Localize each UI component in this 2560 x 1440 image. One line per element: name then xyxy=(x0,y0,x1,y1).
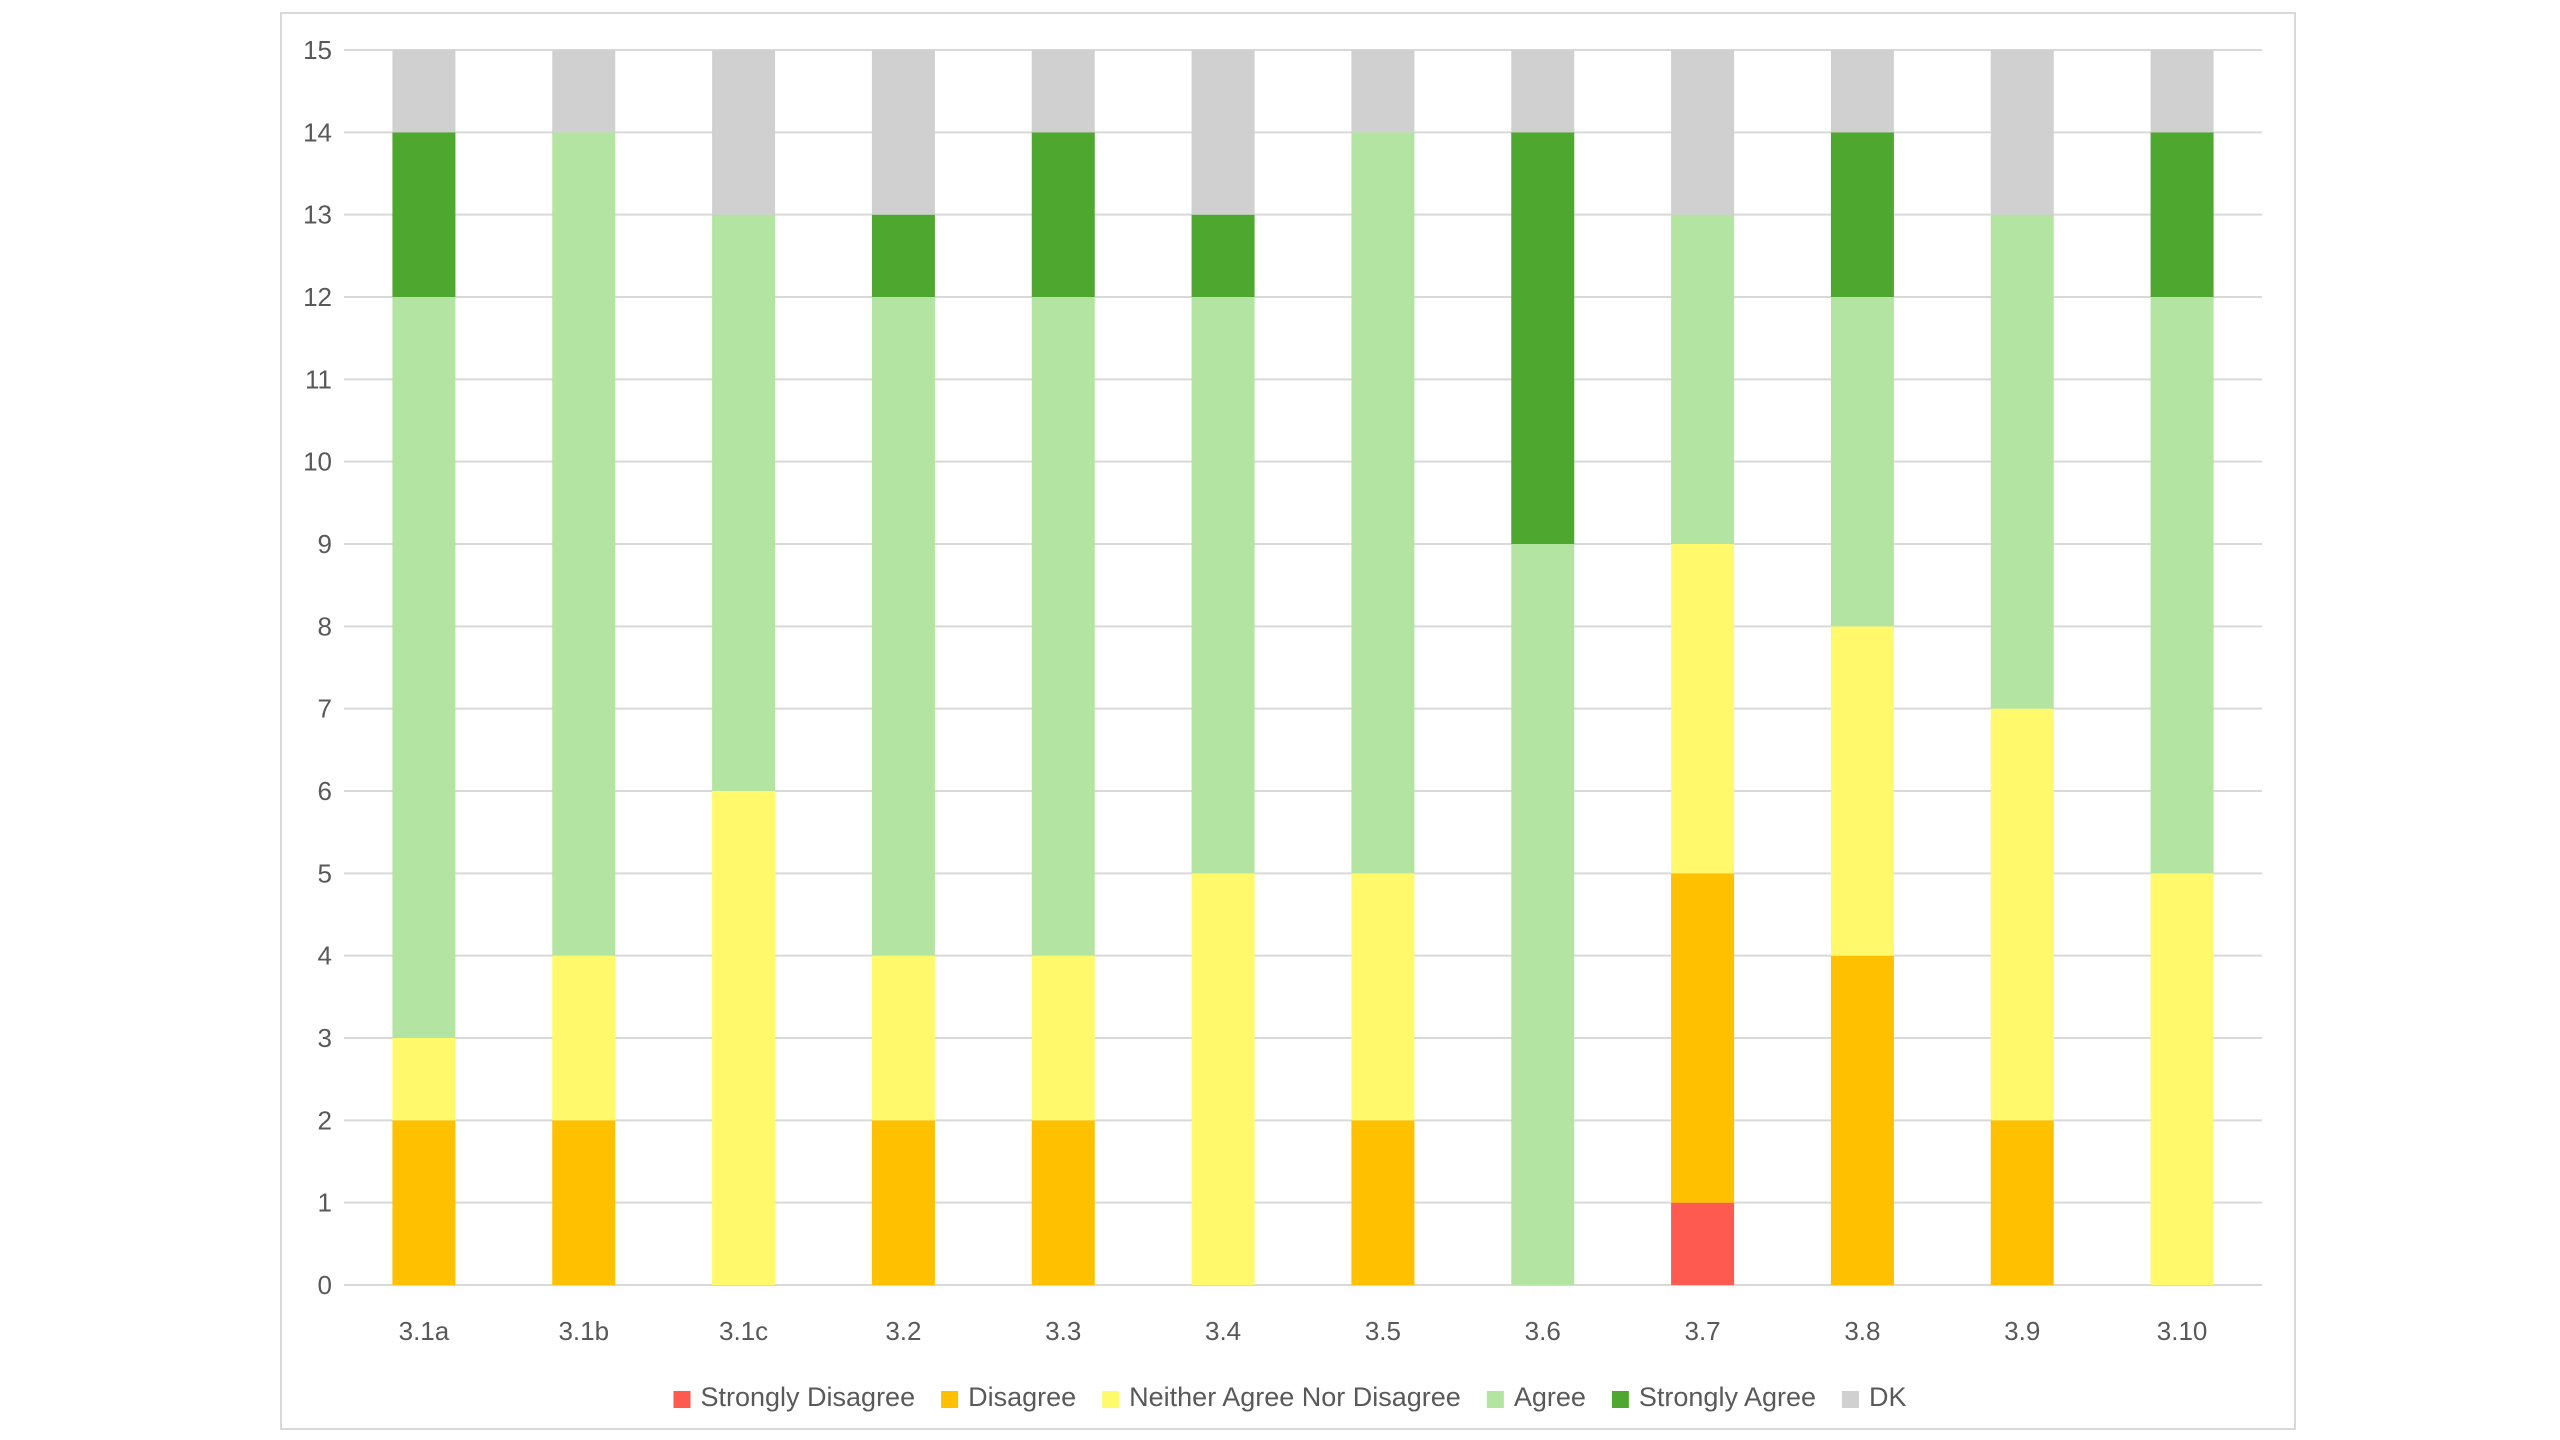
bar-segment-agree-3-7 xyxy=(1671,214,1735,544)
legend-swatch-disagree xyxy=(941,1391,959,1408)
bar-segment-strongly-agree-3-3 xyxy=(1031,132,1095,297)
legend: Strongly Disagree Disagree Neither Agree N… xyxy=(673,1382,1907,1412)
bar-segment-strongly-agree-3-2 xyxy=(871,214,935,297)
y-tick-label: 10 xyxy=(303,447,332,477)
bar-segment-agree-3-10 xyxy=(2150,297,2214,874)
bar-segment-neither-agree-nor-disagree-3-1a xyxy=(392,1038,456,1121)
bar-segment-neither-agree-nor-disagree-3-4 xyxy=(1191,873,1255,1285)
bar-segment-dk-3-9 xyxy=(1990,50,2054,215)
bar-segment-strongly-agree-3-8 xyxy=(1830,132,1894,297)
bar-segment-dk-3-10 xyxy=(2150,50,2214,133)
bar-segment-agree-3-1c xyxy=(712,214,776,791)
bar-segment-agree-3-5 xyxy=(1351,132,1415,874)
bar-segment-strongly-agree-3-4 xyxy=(1191,214,1255,297)
y-tick-label: 12 xyxy=(303,282,332,312)
bar-segment-neither-agree-nor-disagree-3-1b xyxy=(552,955,616,1121)
bar-segment-agree-3-1a xyxy=(392,297,456,1038)
bar-segment-dk-3-5 xyxy=(1351,50,1415,133)
chart-area: 0 1 2 3 4 5 6 7 8 9 10 11 12 13 14 15 3.1a 3.1b 3.1c 3.2 3.… xyxy=(280,12,2296,1430)
bar-segment-neither-agree-nor-disagree-3-2 xyxy=(871,955,935,1121)
x-tick-label: 3.8 xyxy=(1844,1316,1880,1346)
legend-swatch-strongly-disagree xyxy=(673,1391,691,1408)
y-tick-label: 9 xyxy=(318,529,332,559)
bar-segment-dk-3-2 xyxy=(871,50,935,215)
x-tick-label: 3.1b xyxy=(558,1316,609,1346)
bar-segment-dk-3-6 xyxy=(1511,50,1575,133)
bar-segment-disagree-3-9 xyxy=(1990,1120,2054,1285)
bar-segment-neither-agree-nor-disagree-3-8 xyxy=(1830,626,1894,956)
bar-segment-neither-agree-nor-disagree-3-9 xyxy=(1990,708,2054,1121)
bar-segment-agree-3-4 xyxy=(1191,297,1255,874)
bar-segment-strongly-agree-3-1a xyxy=(392,132,456,297)
legend-label: Neither Agree Nor Disagree xyxy=(1129,1382,1461,1412)
y-tick-label: 13 xyxy=(303,200,332,230)
y-tick-label: 14 xyxy=(303,117,332,147)
bar-segment-dk-3-7 xyxy=(1671,50,1735,215)
bar-segment-neither-agree-nor-disagree-3-1c xyxy=(712,791,776,1285)
y-tick-label: 7 xyxy=(318,694,332,724)
bar-segment-agree-3-2 xyxy=(871,297,935,956)
bar-segment-neither-agree-nor-disagree-3-7 xyxy=(1671,544,1735,874)
x-tick-label: 3.10 xyxy=(2157,1316,2208,1346)
legend-swatch-dk xyxy=(1842,1391,1859,1408)
x-tick-label: 3.4 xyxy=(1205,1316,1241,1346)
x-tick-label: 3.7 xyxy=(1685,1316,1721,1346)
bar-segment-neither-agree-nor-disagree-3-10 xyxy=(2150,873,2214,1285)
bar-segment-disagree-3-5 xyxy=(1351,1120,1415,1285)
bar-segment-dk-3-1b xyxy=(552,50,616,133)
x-tick-label: 3.5 xyxy=(1365,1316,1401,1346)
x-axis-tick-labels: 3.1a 3.1b 3.1c 3.2 3.3 3.4 3.5 3.6 3.7 3.8 3.9 3.10 xyxy=(399,1316,2208,1346)
legend-swatch-strongly-agree xyxy=(1611,1391,1629,1408)
bar-segment-dk-3-1a xyxy=(392,50,456,133)
bar-segment-dk-3-3 xyxy=(1031,50,1095,133)
bar-segment-strongly-agree-3-10 xyxy=(2150,132,2214,297)
bar-segment-dk-3-1c xyxy=(712,50,776,215)
x-tick-label: 3.6 xyxy=(1525,1316,1561,1346)
bar-segment-disagree-3-3 xyxy=(1031,1120,1095,1285)
bar-segment-dk-3-4 xyxy=(1191,50,1255,215)
bar-segment-disagree-3-7 xyxy=(1671,873,1735,1203)
x-tick-label: 3.1a xyxy=(399,1316,450,1346)
x-tick-label: 3.9 xyxy=(2004,1316,2040,1346)
legend-label: Strongly Agree xyxy=(1639,1382,1816,1412)
legend-swatch-neither-agree-nor-disagree xyxy=(1102,1391,1120,1408)
y-tick-label: 1 xyxy=(318,1188,332,1218)
x-tick-label: 3.2 xyxy=(885,1316,921,1346)
y-tick-label: 15 xyxy=(303,35,332,65)
y-tick-label: 8 xyxy=(318,611,332,641)
x-tick-label: 3.1c xyxy=(719,1316,768,1346)
legend-swatch-agree xyxy=(1486,1391,1504,1408)
legend-label: Agree xyxy=(1514,1382,1586,1412)
y-tick-label: 0 xyxy=(318,1270,332,1300)
bar-segment-agree-3-1b xyxy=(552,132,616,956)
bar-segment-agree-3-3 xyxy=(1031,297,1095,956)
legend-label: Strongly Disagree xyxy=(700,1382,915,1412)
bar-segment-agree-3-9 xyxy=(1990,214,2054,709)
bar-segment-neither-agree-nor-disagree-3-5 xyxy=(1351,873,1415,1121)
bar-segment-disagree-3-1a xyxy=(392,1120,456,1285)
legend-label: Disagree xyxy=(968,1382,1076,1412)
bar-segment-disagree-3-8 xyxy=(1830,955,1894,1285)
y-tick-label: 11 xyxy=(305,364,332,394)
bar-segment-agree-3-6 xyxy=(1511,544,1575,1285)
y-tick-label: 5 xyxy=(318,858,332,888)
gridlines xyxy=(344,49,2262,1286)
y-tick-label: 6 xyxy=(318,776,332,806)
bar-segment-strongly-agree-3-6 xyxy=(1511,132,1575,544)
x-tick-label: 3.3 xyxy=(1045,1316,1081,1346)
y-tick-label: 3 xyxy=(318,1023,332,1053)
bars xyxy=(392,50,2214,1285)
bar-segment-dk-3-8 xyxy=(1830,50,1894,133)
y-tick-label: 4 xyxy=(318,941,332,971)
bar-segment-disagree-3-1b xyxy=(552,1120,616,1285)
bar-segment-agree-3-8 xyxy=(1830,297,1894,627)
y-tick-label: 2 xyxy=(318,1105,332,1135)
legend-label: DK xyxy=(1869,1382,1907,1412)
bar-segment-strongly-disagree-3-7 xyxy=(1671,1202,1735,1285)
bar-segment-disagree-3-2 xyxy=(871,1120,935,1285)
bar-segment-neither-agree-nor-disagree-3-3 xyxy=(1031,955,1095,1121)
